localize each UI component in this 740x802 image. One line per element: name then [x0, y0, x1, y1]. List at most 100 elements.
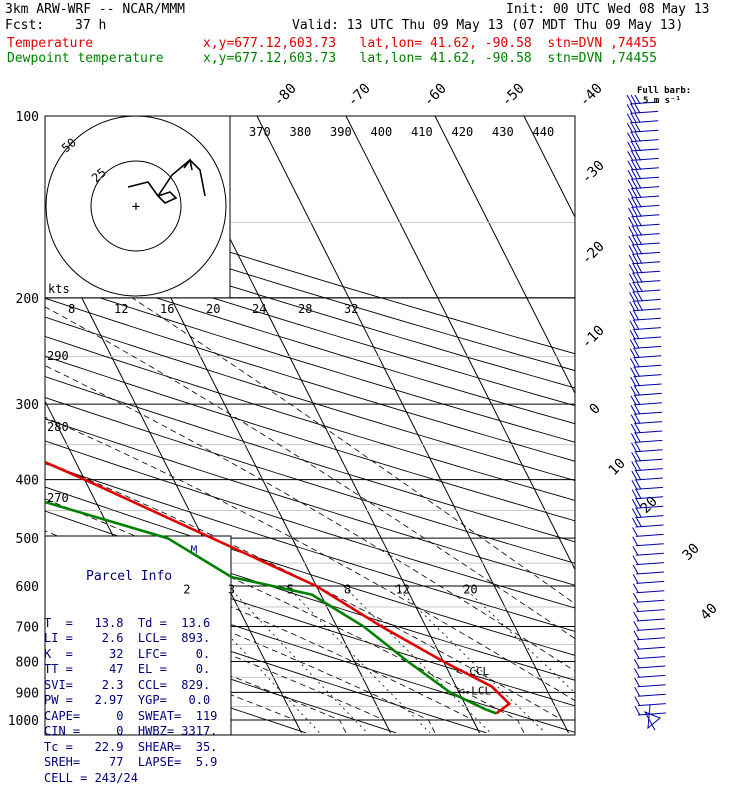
wind-barb-flag [635, 141, 642, 152]
wind-barb-flag [631, 461, 638, 471]
wind-barb-flag [637, 292, 644, 302]
wind-barb-flag [631, 132, 637, 142]
wind-barb [635, 515, 664, 519]
wind-barb [636, 618, 665, 622]
theta-label: 420 [452, 125, 474, 139]
wind-barb [637, 646, 666, 650]
wind-barb [633, 402, 662, 406]
isotherm-label: 0 [587, 401, 604, 418]
dry-adiabat-line [45, 587, 487, 734]
wind-barb-flag [634, 423, 641, 434]
wind-barb-flag [631, 160, 638, 171]
wind-barb-flag [627, 179, 634, 189]
wind-barb [634, 468, 663, 472]
dewpoint-trace [45, 500, 497, 715]
wind-barb-flag [629, 329, 636, 340]
wind-barb-flag [634, 94, 641, 105]
wind-barb-flag [632, 555, 639, 565]
wind-barb-flag [627, 141, 634, 152]
isotherm-label: 40 [698, 601, 721, 624]
hodograph-box [44, 115, 231, 299]
wind-barb [633, 355, 662, 359]
wind-barb-flag [635, 451, 642, 462]
parcel-info-title: Parcel Info [86, 569, 173, 584]
wind-barb-flag [634, 367, 640, 377]
parcel-info-box [44, 535, 232, 736]
wind-barb-flag [631, 151, 638, 161]
wind-barb-flag [632, 245, 639, 255]
wind-barb [633, 336, 662, 340]
wind-barb [632, 261, 661, 265]
theta-label: 280 [47, 420, 69, 434]
hodograph-speed-label: 8 [68, 302, 75, 316]
wind-barb-flag [634, 433, 641, 443]
hodograph-speed-label: 32 [344, 302, 358, 316]
wind-barb-flag [630, 433, 637, 443]
wind-barb-flag [631, 498, 638, 509]
wind-barb-flag [630, 104, 637, 114]
wind-barb-flag [628, 226, 635, 236]
mixing-ratio-line [343, 585, 491, 734]
wind-barb-flag [630, 414, 637, 424]
isotherm-label: -80 [271, 81, 300, 110]
wind-barb-flag [637, 282, 643, 293]
wind-barb [630, 139, 659, 143]
wind-barb-flag [634, 686, 641, 697]
dry-adiabat-line [45, 615, 397, 734]
wind-barb-flag [633, 320, 640, 330]
parcel-info-row: Tc = 22.9 SHEAR= 35. [44, 739, 218, 754]
wind-barb-flag [634, 668, 640, 678]
isotherm-label: -20 [579, 239, 608, 268]
wind-barb [632, 270, 661, 274]
ccl-marker: <-CCL [456, 665, 489, 678]
wind-barb [636, 637, 665, 641]
mixing-ratio-line [462, 585, 575, 694]
isotherm-line [45, 223, 302, 734]
isotherm-label: 30 [680, 541, 703, 564]
wind-barb [630, 167, 659, 171]
wind-barb-flag [633, 621, 640, 631]
theta-label: 390 [330, 125, 352, 139]
mixing-ratio-line [286, 585, 431, 734]
wind-barb-flag [630, 122, 637, 133]
wind-barb-flag [629, 320, 636, 330]
wind-barb-flag [627, 188, 634, 199]
wind-barb [631, 186, 660, 190]
dry-adiabat-line [45, 279, 575, 443]
wind-barb-flag [635, 151, 642, 161]
wind-barb-flag [632, 574, 639, 584]
wind-barb [634, 477, 663, 481]
dewpoint-legend-label: Dewpoint temperature [7, 51, 164, 66]
wind-barb-flag [633, 649, 640, 659]
isotherm-label: -70 [345, 81, 374, 110]
isotherm-label: -50 [499, 81, 528, 110]
wind-barb [633, 392, 662, 396]
wind-barb-flag [628, 207, 634, 218]
wind-barb [637, 693, 666, 697]
dry-adiabat-line [45, 297, 575, 462]
wind-barb-flag [634, 386, 641, 396]
wind-barb-flag [634, 113, 641, 124]
mixing-ratio-label: 2 [183, 582, 190, 596]
wind-barb-flag [631, 169, 638, 180]
pressure-label: 1000 [8, 714, 39, 729]
wind-barb [632, 289, 661, 293]
wind-barb-flag [628, 273, 635, 283]
wind-barb-flag [629, 357, 636, 368]
wind-barb-flag [627, 151, 634, 161]
wind-barb [634, 421, 663, 425]
wind-barb [637, 684, 666, 688]
dry-adiabat-line [45, 486, 575, 656]
model-title: 3km ARW-WRF -- NCAR/MMM [5, 2, 186, 17]
init-time: Init: 00 UTC Wed 08 May 13 [506, 2, 710, 17]
wind-barb-flag [635, 489, 642, 500]
isotherm-label: -10 [579, 323, 608, 352]
hodograph-speed-label: 20 [206, 302, 220, 316]
wind-barb-flag [636, 226, 643, 236]
wind-barb-flag [633, 310, 640, 321]
hodograph-ring [45, 115, 227, 297]
wind-barb-flag [628, 245, 635, 255]
theta-label: 370 [249, 125, 271, 139]
wind-barb-flag [631, 470, 638, 481]
wind-barb-flag [632, 545, 639, 556]
